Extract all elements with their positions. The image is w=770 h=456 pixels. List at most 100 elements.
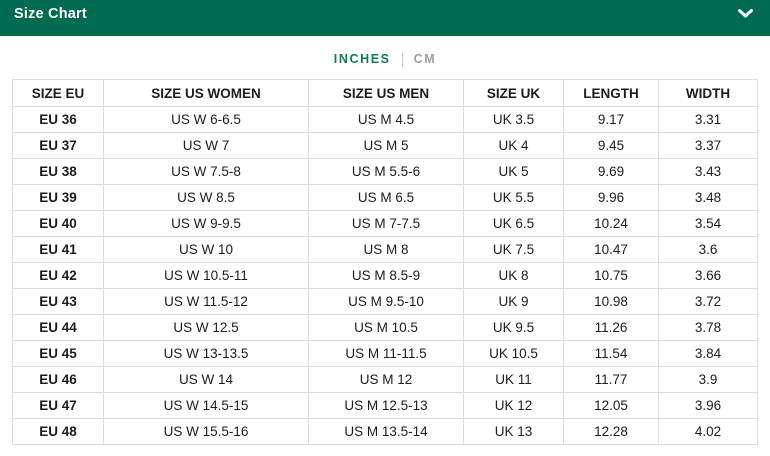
table-cell: EU 37 [12,132,104,159]
table-cell: 9.45 [563,132,659,159]
table-cell: US W 8.5 [103,184,309,211]
table-cell: EU 38 [12,158,104,185]
column-header: SIZE US MEN [308,79,464,107]
table-cell: 3.66 [658,262,758,289]
table-cell: US M 9.5-10 [308,288,464,315]
size-chart-accordion-header[interactable]: Size Chart [0,0,770,36]
table-cell: EU 40 [12,210,104,237]
table-cell: US W 14.5-15 [103,392,309,419]
column-header: SIZE EU [12,79,104,107]
table-cell: 3.9 [658,366,758,393]
table-cell: 10.98 [563,288,659,315]
table-cell: UK 9 [463,288,564,315]
table-cell: US M 4.5 [308,106,464,133]
table-cell: US M 5 [308,132,464,159]
table-cell: EU 48 [12,418,104,445]
unit-toggle: INCHES CM [0,52,770,67]
table-row: EU 38 US W 7.5-8 US M 5.5-6 UK 5 9.69 3.43 [12,158,758,185]
table-cell: US W 15.5-16 [103,418,309,445]
unit-option-inches[interactable]: INCHES [333,52,391,66]
table-cell: EU 47 [12,392,104,419]
table-cell: US M 12.5-13 [308,392,464,419]
collapse-button[interactable] [737,6,754,19]
table-cell: 3.78 [658,314,758,341]
table-row: EU 44 US W 12.5 US M 10.5 UK 9.5 11.26 3.78 [12,314,758,341]
chevron-down-icon [737,7,754,22]
table-row: EU 47 US W 14.5-15 US M 12.5-13 UK 12 12.05 3… [12,392,758,419]
table-cell: US W 6-6.5 [103,106,309,133]
table-row: EU 48 US W 15.5-16 US M 13.5-14 UK 13 12.28 4… [12,418,758,445]
table-cell: 9.17 [563,106,659,133]
table-cell: 3.54 [658,210,758,237]
table-cell: US W 10 [103,236,309,263]
table-cell: 4.02 [658,418,758,445]
table-cell: 9.96 [563,184,659,211]
table-row: EU 42 US W 10.5-11 US M 8.5-9 UK 8 10.75 3.66 [12,262,758,289]
unit-toggle-divider [401,52,403,67]
table-cell: 3.6 [658,236,758,263]
table-cell: 10.47 [563,236,659,263]
table-header-row: SIZE EU SIZE US WOMEN SIZE US MEN SIZE UK LE… [12,79,758,107]
table-row: EU 39 US W 8.5 US M 6.5 UK 5.5 9.96 3.48 [12,184,758,211]
table-cell: EU 45 [12,340,104,367]
table-cell: US M 8 [308,236,464,263]
table-cell: UK 13 [463,418,564,445]
table-cell: 9.69 [563,158,659,185]
column-header: SIZE US WOMEN [103,79,309,107]
table-row: EU 45 US W 13-13.5 US M 11-11.5 UK 10.5 11.5… [12,340,758,367]
table-cell: US M 12 [308,366,464,393]
table-cell: 3.84 [658,340,758,367]
table-cell: US W 14 [103,366,309,393]
table-cell: 12.28 [563,418,659,445]
table-cell: US W 7 [103,132,309,159]
table-cell: 11.77 [563,366,659,393]
table-cell: US M 13.5-14 [308,418,464,445]
table-cell: 3.31 [658,106,758,133]
table-cell: UK 8 [463,262,564,289]
table-row: EU 43 US W 11.5-12 US M 9.5-10 UK 9 10.98 3.7… [12,288,758,315]
table-cell: 3.48 [658,184,758,211]
table-cell: UK 10.5 [463,340,564,367]
table-cell: UK 5 [463,158,564,185]
table-cell: US M 10.5 [308,314,464,341]
table-cell: US W 11.5-12 [103,288,309,315]
table-cell: 12.05 [563,392,659,419]
table-row: EU 37 US W 7 US M 5 UK 4 9.45 3.37 [12,132,758,159]
column-header: LENGTH [563,79,659,107]
table-cell: 3.96 [658,392,758,419]
size-chart-title: Size Chart [14,6,87,22]
table-cell: US M 7-7.5 [308,210,464,237]
table-cell: 10.75 [563,262,659,289]
table-row: EU 36 US W 6-6.5 US M 4.5 UK 3.5 9.17 3.31 [12,106,758,133]
table-cell: US W 9-9.5 [103,210,309,237]
table-cell: US M 5.5-6 [308,158,464,185]
table-cell: US W 7.5-8 [103,158,309,185]
table-cell: EU 46 [12,366,104,393]
unit-option-cm[interactable]: CM [413,52,437,66]
table-cell: US W 12.5 [103,314,309,341]
table-cell: UK 11 [463,366,564,393]
table-row: EU 46 US W 14 US M 12 UK 11 11.77 3.9 [12,366,758,393]
table-cell: UK 4 [463,132,564,159]
table-cell: 11.54 [563,340,659,367]
table-row: EU 41 US W 10 US M 8 UK 7.5 10.47 3.6 [12,236,758,263]
table-cell: 3.72 [658,288,758,315]
table-cell: 11.26 [563,314,659,341]
table-cell: UK 9.5 [463,314,564,341]
table-cell: US M 8.5-9 [308,262,464,289]
table-cell: UK 7.5 [463,236,564,263]
table-cell: 3.37 [658,132,758,159]
table-cell: EU 39 [12,184,104,211]
table-cell: EU 44 [12,314,104,341]
size-table-container: SIZE EU SIZE US WOMEN SIZE US MEN SIZE UK LE… [12,79,758,445]
table-cell: EU 36 [12,106,104,133]
table-cell: EU 42 [12,262,104,289]
table-cell: EU 43 [12,288,104,315]
table-cell: UK 3.5 [463,106,564,133]
table-cell: 10.24 [563,210,659,237]
table-cell: US W 13-13.5 [103,340,309,367]
table-cell: 3.43 [658,158,758,185]
table-cell: EU 41 [12,236,104,263]
size-conversion-table: SIZE EU SIZE US WOMEN SIZE US MEN SIZE UK LE… [12,79,758,445]
table-cell: US W 10.5-11 [103,262,309,289]
